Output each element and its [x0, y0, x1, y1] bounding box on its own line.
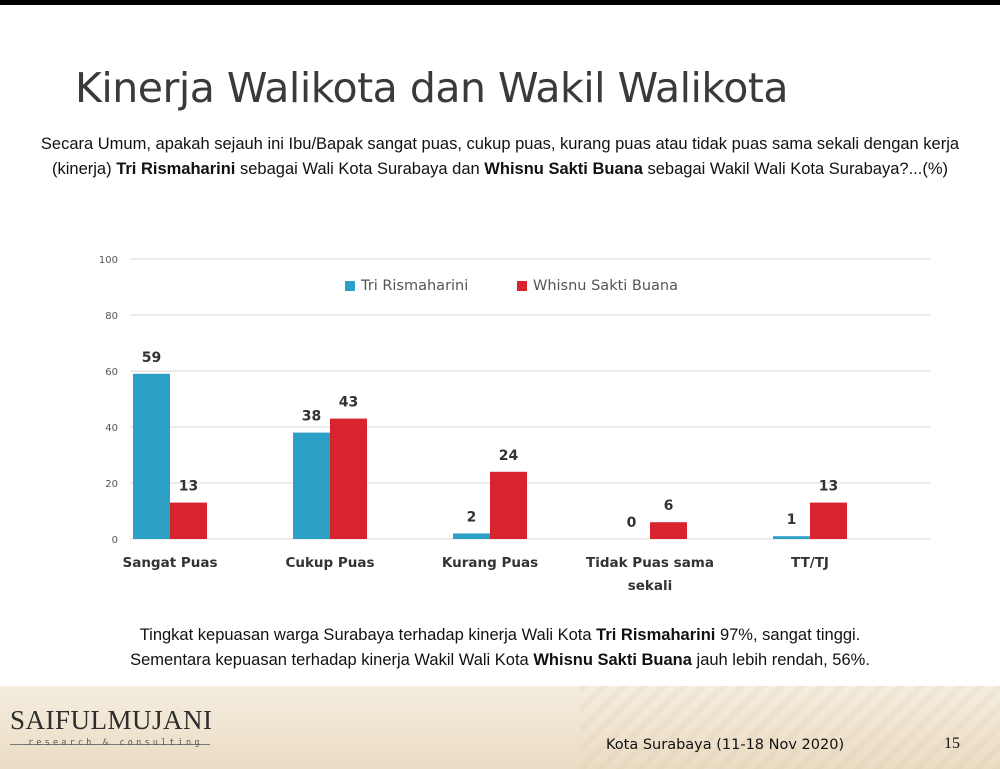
bar: [133, 373, 170, 539]
x-tick-label: Cukup Puas: [285, 555, 374, 571]
data-label: 6: [664, 498, 674, 514]
data-label: 43: [339, 395, 358, 411]
legend-swatch: [345, 281, 355, 291]
x-tick-label: Kurang Puas: [442, 555, 538, 571]
summary-text-part: jauh lebih rendah, 56%.: [691, 651, 870, 669]
y-tick-label: 80: [105, 311, 118, 322]
question-text: Secara Umum, apakah sejauh ini Ibu/Bapak…: [40, 135, 960, 178]
logo-wordmark: SAIFULMUJANI: [10, 705, 213, 735]
data-label: 2: [467, 509, 477, 525]
bar: [773, 536, 810, 539]
bar: [810, 502, 847, 539]
legend-swatch: [517, 281, 527, 291]
bar: [453, 533, 490, 539]
slide-title: Kinerja Walikota dan Wakil Walikota: [75, 64, 788, 112]
legend-label: Tri Rismaharini: [360, 278, 468, 294]
y-tick-label: 100: [99, 255, 118, 266]
company-logo: SAIFULMUJANI: [10, 706, 213, 734]
summary-text-part: Sementara kepuasan terhadap kinerja Waki…: [130, 651, 534, 669]
data-label: 38: [302, 409, 321, 425]
bar: [170, 502, 207, 539]
logo-subtitle-wrap: research & consulting: [10, 738, 203, 748]
page-number: 15: [944, 735, 960, 752]
bar: [490, 471, 527, 539]
logo-subtitle: research & consulting: [28, 738, 203, 748]
question-name-risma: Tri Rismaharini: [116, 160, 236, 178]
data-label: 24: [499, 448, 519, 464]
data-label: 59: [142, 350, 161, 366]
question-text: sebagai Wali Kota Surabaya dan: [235, 160, 485, 178]
summary-text: Tingkat kepuasan warga Surabaya terhadap…: [40, 623, 960, 673]
x-tick-label: Tidak Puas sama: [586, 555, 714, 571]
y-tick-label: 0: [112, 535, 118, 546]
data-label: 13: [819, 479, 838, 495]
bar: [293, 432, 330, 539]
summary-text-part: 97%, sangat tinggi.: [715, 626, 861, 644]
logo-divider: [10, 744, 210, 745]
summary-name-whisnu: Whisnu Sakti Buana: [533, 651, 692, 669]
data-label: 0: [627, 515, 637, 531]
summary-name-risma: Tri Rismaharini: [596, 626, 716, 644]
footer-background: [0, 686, 1000, 769]
x-tick-label: Sangat Puas: [122, 555, 217, 571]
y-tick-label: 40: [105, 423, 118, 434]
data-label: 13: [179, 479, 198, 495]
x-tick-label: TT/TJ: [791, 555, 829, 571]
bar: [330, 418, 367, 539]
top-border: [0, 0, 1000, 5]
legend-label: Whisnu Sakti Buana: [533, 278, 678, 294]
question-text: sebagai Wakil Wali Kota Surabaya?...(%): [642, 160, 948, 178]
x-tick-label: sekali: [628, 578, 673, 594]
footer-location-date: Kota Surabaya (11-18 Nov 2020): [606, 737, 845, 753]
data-label: 1: [787, 512, 797, 528]
y-tick-label: 60: [105, 367, 118, 378]
bar: [650, 522, 687, 539]
question-name-whisnu: Whisnu Sakti Buana: [484, 160, 643, 178]
survey-question: Secara Umum, apakah sejauh ini Ibu/Bapak…: [28, 132, 972, 182]
summary-text-part: Tingkat kepuasan warga Surabaya terhadap…: [139, 626, 597, 644]
y-tick-label: 20: [105, 479, 118, 490]
